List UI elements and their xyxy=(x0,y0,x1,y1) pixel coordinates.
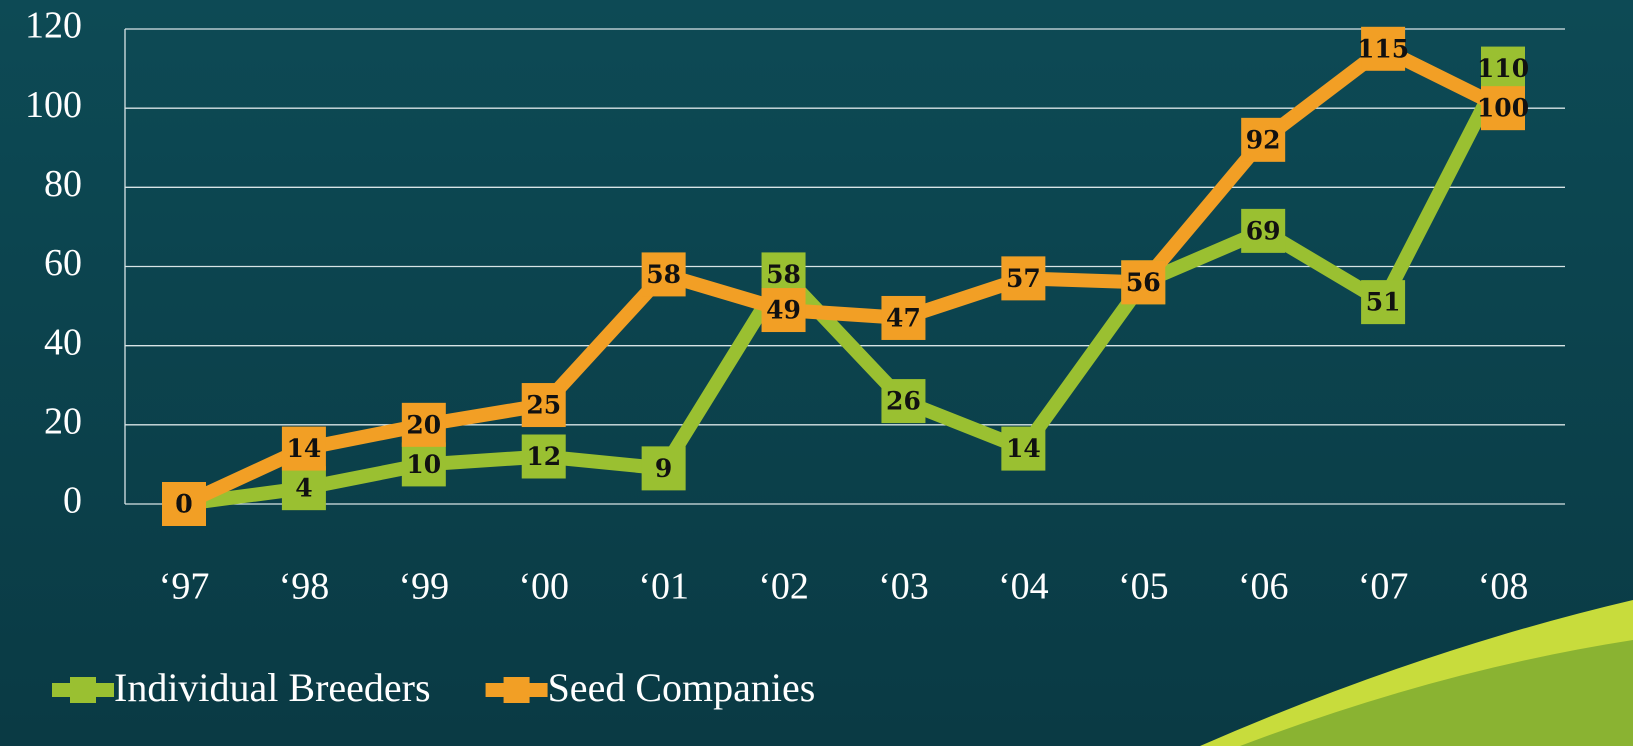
value-label: 10 xyxy=(406,450,441,479)
legend-marker xyxy=(504,677,530,703)
x-tick-label: ‘00 xyxy=(518,566,569,608)
y-tick-label: 60 xyxy=(44,242,82,284)
y-tick-label: 100 xyxy=(25,84,82,126)
value-label: 58 xyxy=(766,260,801,289)
value-label: 57 xyxy=(1006,264,1041,293)
y-tick-label: 0 xyxy=(63,480,82,522)
value-label: 12 xyxy=(526,442,561,471)
background xyxy=(0,0,1633,746)
value-label: 51 xyxy=(1366,288,1401,317)
value-label: 56 xyxy=(1126,268,1161,297)
x-tick-label: ‘04 xyxy=(998,566,1049,608)
value-label: 14 xyxy=(287,434,322,463)
value-label: 9 xyxy=(655,454,672,483)
value-label: 26 xyxy=(886,387,921,416)
legend-label: Individual Breeders xyxy=(114,665,431,710)
value-label: 14 xyxy=(1006,434,1041,463)
y-tick-label: 40 xyxy=(44,321,82,363)
x-tick-label: ‘08 xyxy=(1478,566,1529,608)
legend-label: Seed Companies xyxy=(548,665,816,710)
x-tick-label: ‘99 xyxy=(398,566,449,608)
y-tick-label: 80 xyxy=(44,163,82,205)
value-label: 115 xyxy=(1357,34,1409,63)
x-tick-label: ‘05 xyxy=(1118,566,1169,608)
x-tick-label: ‘98 xyxy=(279,566,330,608)
value-label: 49 xyxy=(766,296,801,325)
x-tick-label: ‘03 xyxy=(878,566,929,608)
value-label: 92 xyxy=(1246,125,1281,154)
x-tick-label: ‘06 xyxy=(1238,566,1289,608)
value-label: 110 xyxy=(1477,54,1529,83)
value-label: 69 xyxy=(1246,216,1281,245)
x-tick-label: ‘01 xyxy=(638,566,689,608)
chart: 020406080100120‘97‘98‘99‘00‘01‘02‘03‘04‘… xyxy=(0,0,1633,746)
x-tick-label: ‘02 xyxy=(758,566,809,608)
value-label: 100 xyxy=(1477,94,1529,123)
value-label: 0 xyxy=(175,490,192,519)
legend-marker xyxy=(70,677,96,703)
x-tick-label: ‘07 xyxy=(1358,566,1409,608)
value-label: 4 xyxy=(295,474,312,503)
value-label: 47 xyxy=(886,303,921,332)
value-label: 20 xyxy=(406,410,441,439)
y-tick-label: 20 xyxy=(44,401,82,443)
value-label: 58 xyxy=(646,260,681,289)
y-tick-label: 120 xyxy=(25,5,82,47)
value-label: 25 xyxy=(526,391,561,420)
x-tick-label: ‘97 xyxy=(159,566,210,608)
